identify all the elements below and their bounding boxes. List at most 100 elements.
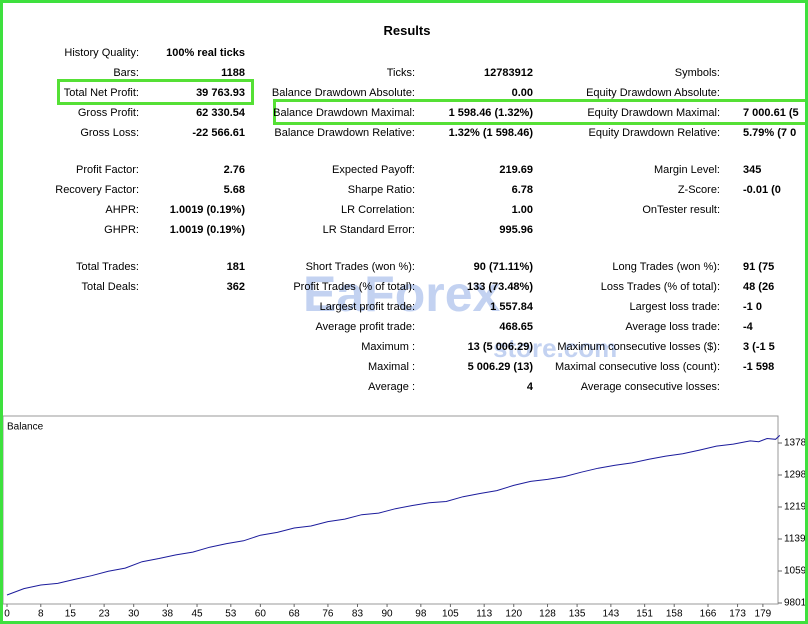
x-tick-label: 135 xyxy=(569,609,586,620)
stat-value: 1.0019 (0.19%) xyxy=(169,224,245,236)
stat-value: 1188 xyxy=(221,67,245,79)
stat-value: 1 598.46 (1.32%) xyxy=(448,107,533,119)
x-tick-label: 173 xyxy=(729,609,746,620)
stat-value: 468.65 xyxy=(499,321,533,333)
stat-value: 4 xyxy=(526,381,533,393)
y-tick-label: 113954 xyxy=(784,534,808,545)
x-tick-label: 68 xyxy=(289,609,301,620)
stat-label: Loss Trades (% of total): xyxy=(600,281,720,293)
stat-value: -1 598 xyxy=(743,361,775,373)
stat-label: Largest profit trade: xyxy=(319,301,415,313)
stat-value: 91 (75 xyxy=(743,261,775,273)
stat-label: Symbols: xyxy=(674,67,720,79)
x-tick-label: 60 xyxy=(255,609,267,620)
stat-value: 5 006.29 (13) xyxy=(467,361,533,373)
stat-label: Balance Drawdown Maximal: xyxy=(273,107,415,119)
stat-label: Largest loss trade: xyxy=(629,301,721,313)
highlight-box xyxy=(57,79,254,105)
y-tick-label: 105983 xyxy=(784,566,808,577)
stat-label: Margin Level: xyxy=(653,164,720,176)
x-tick-label: 105 xyxy=(442,609,459,620)
x-tick-label: 76 xyxy=(322,609,334,620)
stat-value: 181 xyxy=(226,261,245,273)
stat-value: 2.76 xyxy=(223,164,245,176)
report-title: Results xyxy=(383,23,431,38)
stat-label: Maximal : xyxy=(367,361,415,373)
x-tick-label: 151 xyxy=(636,609,653,620)
stat-value: 12783912 xyxy=(484,67,533,79)
stat-label: Maximum : xyxy=(361,341,415,353)
x-tick-label: 128 xyxy=(539,609,556,620)
x-tick-label: 143 xyxy=(603,609,620,620)
stat-value: 1.00 xyxy=(511,204,533,216)
stat-label: Bars: xyxy=(113,67,139,79)
stat-label: OnTester result: xyxy=(642,204,720,216)
stat-value: 0.00 xyxy=(511,87,533,99)
stat-label: Average consecutive losses: xyxy=(580,381,720,393)
stat-label: Profit Factor: xyxy=(76,164,139,176)
y-tick-label: 98012 xyxy=(784,598,808,609)
stat-label: Short Trades (won %): xyxy=(305,261,415,273)
stat-label: Expected Payoff: xyxy=(332,164,415,176)
stat-label: LR Standard Error: xyxy=(322,224,415,236)
stat-label: Total Deals: xyxy=(81,281,139,293)
stat-value: 362 xyxy=(226,281,245,293)
x-tick-label: 83 xyxy=(352,609,364,620)
stat-label: Maximal consecutive loss (count): xyxy=(554,361,720,373)
stat-value: -0.01 (0 xyxy=(743,184,781,196)
stat-value: 6.78 xyxy=(511,184,533,196)
watermark: EaForex xyxy=(303,266,501,322)
stat-value: 7 000.61 (5 xyxy=(743,107,799,119)
balance-chart: Balance 0 8 15 23 30 38 45 53 60 68 76 83 90 98 105 113… xyxy=(3,415,808,620)
watermark: store.com xyxy=(493,333,618,363)
stat-value: 3 (-1 5 xyxy=(743,341,775,353)
stat-label: Equity Drawdown Absolute: xyxy=(586,87,720,99)
x-tick-label: 23 xyxy=(99,609,111,620)
stat-label: Z-Score: xyxy=(677,184,720,196)
x-tick-label: 98 xyxy=(415,609,427,620)
stat-value: -4 xyxy=(743,321,753,333)
stat-label: Total Net Profit: xyxy=(63,87,139,99)
stat-label: Maximum consecutive losses ($): xyxy=(557,341,720,353)
stat-label: GHPR: xyxy=(104,224,139,236)
balance-line xyxy=(6,435,781,596)
stat-label: Ticks: xyxy=(386,67,415,79)
stat-label: Long Trades (won %): xyxy=(612,261,720,273)
stat-label: Sharpe Ratio: xyxy=(347,184,415,196)
stat-value: 5.79% (7 0 xyxy=(743,127,797,139)
stat-label: Gross Loss: xyxy=(80,127,139,139)
stat-value: 48 (26 xyxy=(743,281,775,293)
x-tick-label: 120 xyxy=(505,609,522,620)
x-tick-label: 179 xyxy=(755,609,772,620)
stat-value: 133 (73.48%) xyxy=(466,281,533,293)
x-tick-label: 8 xyxy=(38,609,44,620)
stat-value: 1 557.84 xyxy=(490,301,533,313)
x-tick-label: 0 xyxy=(4,609,10,620)
stat-value: -1 0 xyxy=(743,301,762,313)
stat-label: Total Trades: xyxy=(76,261,139,273)
x-tick-label: 90 xyxy=(381,609,393,620)
stat-value: 5.68 xyxy=(223,184,245,196)
stat-label: Equity Drawdown Maximal: xyxy=(587,107,720,119)
stat-label: LR Correlation: xyxy=(341,204,415,216)
stat-label: Average : xyxy=(368,381,415,393)
x-tick-label: 45 xyxy=(191,609,203,620)
stat-label: AHPR: xyxy=(105,204,139,216)
stat-value: 995.96 xyxy=(499,224,533,236)
stat-value: 1.32% (1 598.46) xyxy=(448,127,533,139)
stat-label: Average loss trade: xyxy=(625,321,720,333)
stat-label: History Quality: xyxy=(64,47,139,59)
x-tick-label: 53 xyxy=(225,609,237,620)
y-tick-label: 129896 xyxy=(784,470,808,481)
stat-value: 62 330.54 xyxy=(196,107,245,119)
x-tick-label: 166 xyxy=(700,609,717,620)
stat-value: 345 xyxy=(743,164,762,176)
x-tick-label: 15 xyxy=(65,609,77,620)
stat-label: Average profit trade: xyxy=(315,321,415,333)
stat-label: Equity Drawdown Relative: xyxy=(588,127,720,139)
stat-value: 90 (71.11%) xyxy=(473,261,533,273)
stat-value: 13 (5 006.29) xyxy=(467,341,533,353)
stat-label: Profit Trades (% of total): xyxy=(293,281,415,293)
highlight-box xyxy=(273,99,805,125)
